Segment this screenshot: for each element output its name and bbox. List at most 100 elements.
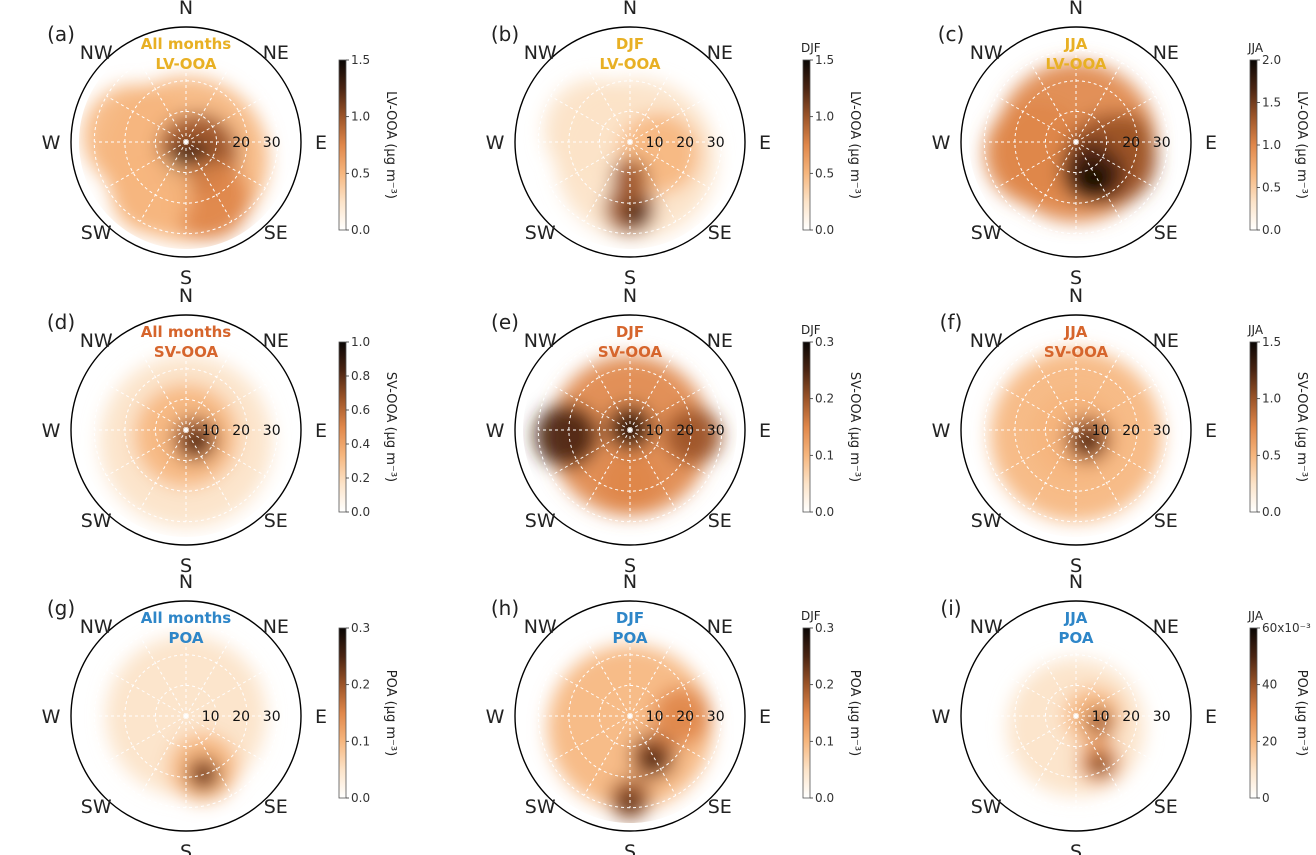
panel-title-line: LV-OOA bbox=[600, 55, 661, 73]
polar-frame bbox=[70, 314, 302, 546]
compass-label-s: S bbox=[624, 267, 636, 289]
polar-frame bbox=[514, 314, 746, 546]
compass-label-sw: SW bbox=[525, 510, 556, 532]
color-bar-gradient bbox=[1249, 627, 1258, 799]
color-bar-tick-label: 0.0 bbox=[815, 223, 834, 237]
compass-label-sw: SW bbox=[971, 510, 1002, 532]
heat-blob bbox=[984, 101, 1088, 206]
color-bar-label: POA (μg m⁻³) bbox=[847, 670, 862, 756]
radial-tick-label: 20 bbox=[676, 135, 694, 151]
color-bar-gradient bbox=[338, 627, 347, 799]
color-bar-tick-label: 0.4 bbox=[351, 437, 370, 451]
compass-label-se: SE bbox=[1154, 796, 1178, 818]
compass-label-n: N bbox=[623, 0, 637, 19]
color-bar-season-label: DJF bbox=[801, 41, 821, 55]
color-bar-label: LV-OOA (μg m⁻³) bbox=[1294, 91, 1309, 199]
heat-blob bbox=[624, 201, 648, 225]
panel-title-line: DJF bbox=[616, 609, 644, 627]
compass-label-se: SE bbox=[708, 796, 732, 818]
color-bar-tick-label: 60x10⁻³ bbox=[1262, 621, 1311, 635]
polar-grid bbox=[983, 623, 1169, 809]
compass-label-n: N bbox=[179, 571, 193, 593]
compass-label-se: SE bbox=[1154, 510, 1178, 532]
radial-tick-label: 30 bbox=[263, 135, 281, 151]
compass-label-s: S bbox=[180, 841, 192, 855]
radial-tick-label: 20 bbox=[676, 423, 694, 439]
radial-tick-label: 30 bbox=[263, 423, 281, 439]
compass-label-w: W bbox=[42, 420, 61, 442]
radial-tick-label: 10 bbox=[202, 709, 220, 725]
panel-title-line: JJA bbox=[1064, 609, 1088, 627]
compass-label-w: W bbox=[486, 420, 505, 442]
color-bar-tick-label: 0.3 bbox=[351, 621, 370, 635]
color-bar-tick-label: 40 bbox=[1262, 678, 1277, 692]
compass-label-se: SE bbox=[708, 510, 732, 532]
compass-label-e: E bbox=[1205, 420, 1217, 442]
compass-label-ne: NE bbox=[1153, 330, 1179, 352]
color-bar-label: LV-OOA (μg m⁻³) bbox=[847, 91, 862, 199]
polar-panel-c: 20 30 N NE E SE S SW W NW(c) JJA LV-OOA 0.0 0.5 1.0 1.5… bbox=[932, 0, 1309, 289]
panel-letter: (b) bbox=[491, 22, 519, 46]
radial-tick-label: 20 bbox=[1122, 709, 1140, 725]
compass-label-nw: NW bbox=[524, 42, 557, 64]
color-bar-tick-label: 0.5 bbox=[351, 166, 370, 180]
color-bar-season-label: JJA bbox=[1247, 323, 1264, 337]
panel-letter: (i) bbox=[940, 596, 961, 620]
panel-title-line: LV-OOA bbox=[1046, 55, 1107, 73]
color-bar-tick-label: 0.0 bbox=[351, 223, 370, 237]
panel-letter: (g) bbox=[47, 596, 75, 620]
color-bar-tick-label: 0.2 bbox=[351, 678, 370, 692]
compass-label-s: S bbox=[624, 555, 636, 577]
color-bar-tick-label: 2.0 bbox=[1262, 53, 1281, 67]
panel-title-line: JJA bbox=[1064, 35, 1088, 53]
polar-panel-h: 10 20 30 N NE E SE S SW W NW(h) DJF POA 0.0 0.1 0.2 0.3 P… bbox=[486, 571, 862, 855]
heat-blob bbox=[534, 403, 599, 468]
compass-label-e: E bbox=[315, 132, 327, 154]
polar-frame bbox=[960, 26, 1192, 258]
polar-grid bbox=[93, 337, 279, 523]
radial-tick-label: 10 bbox=[1092, 709, 1110, 725]
polar-grid bbox=[537, 49, 723, 235]
compass-label-e: E bbox=[759, 132, 771, 154]
color-bar-tick-label: 0.1 bbox=[815, 448, 834, 462]
color-bar-tick-label: 0.0 bbox=[1262, 505, 1281, 519]
heatmap-field bbox=[82, 76, 269, 243]
panel-title-line: All months bbox=[141, 609, 232, 627]
heatmap-field bbox=[984, 61, 1157, 223]
color-bar-label: SV-OOA (μg m⁻³) bbox=[1294, 372, 1309, 482]
color-bar-tick-label: 20 bbox=[1262, 734, 1277, 748]
color-bar-tick-label: 1.0 bbox=[351, 110, 370, 124]
compass-label-nw: NW bbox=[970, 42, 1003, 64]
color-bar: 0.0 0.1 0.2 0.3 SV-OOA (μg m⁻³) DJF bbox=[801, 323, 862, 519]
color-bar: 0 20 40 60x10⁻³ POA (μg m⁻³) JJA bbox=[1247, 609, 1311, 805]
polar-frame bbox=[960, 600, 1192, 832]
compass-label-ne: NE bbox=[707, 330, 733, 352]
compass-label-se: SE bbox=[264, 796, 288, 818]
color-bar-tick-label: 0.0 bbox=[351, 791, 370, 805]
radial-tick-label: 30 bbox=[707, 709, 725, 725]
color-bar-tick-label: 0.2 bbox=[351, 471, 370, 485]
compass-label-n: N bbox=[623, 571, 637, 593]
color-bar-tick-label: 0.6 bbox=[351, 403, 370, 417]
compass-label-s: S bbox=[180, 267, 192, 289]
compass-label-e: E bbox=[315, 706, 327, 728]
heat-blob bbox=[641, 748, 665, 772]
heatmap-field bbox=[989, 349, 1163, 522]
panel-letter: (d) bbox=[47, 310, 75, 334]
color-bar-gradient bbox=[338, 59, 347, 231]
polar-panel-d: 10 20 30 N NE E SE S SW W NW(d) All months SV-OOA 0.0… bbox=[42, 285, 398, 577]
compass-label-w: W bbox=[932, 706, 951, 728]
compass-label-n: N bbox=[179, 285, 193, 307]
color-bar-tick-label: 0.2 bbox=[815, 392, 834, 406]
panel-title-line: SV-OOA bbox=[1044, 343, 1109, 361]
polar-grid bbox=[983, 337, 1169, 523]
compass-label-nw: NW bbox=[970, 330, 1003, 352]
color-bar: 0.0 0.5 1.0 1.5 SV-OOA (μg m⁻³) JJA bbox=[1247, 323, 1309, 519]
compass-label-ne: NE bbox=[263, 616, 289, 638]
compass-label-sw: SW bbox=[81, 510, 112, 532]
polar-panel-b: 10 20 30 N NE E SE S SW W NW(b) DJF LV-OOA 0.0 0.5 1.0 1… bbox=[486, 0, 862, 289]
